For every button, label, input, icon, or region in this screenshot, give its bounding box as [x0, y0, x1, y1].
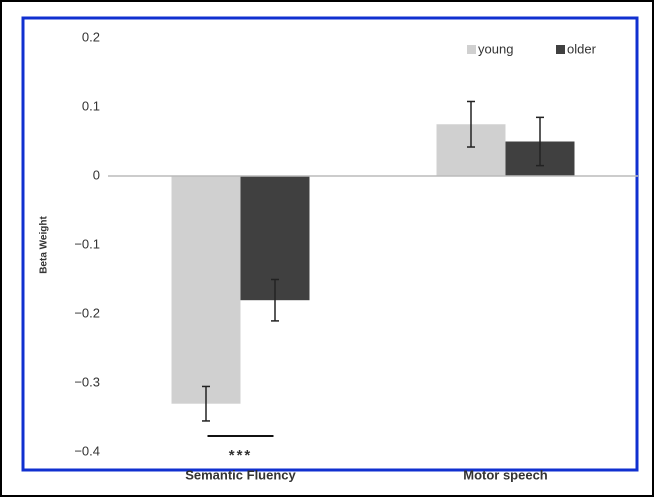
legend-swatch: [467, 45, 476, 54]
y-tick-label: −0.1: [74, 236, 100, 251]
error-bar: [271, 278, 279, 322]
y-tick-label: 0.1: [82, 98, 100, 113]
x-tick-label: Semantic Fluency: [185, 467, 296, 482]
significance-label: ***: [229, 447, 253, 464]
y-tick-label: 0.2: [82, 29, 100, 44]
y-tick-label: −0.3: [74, 374, 100, 389]
bar: [171, 176, 241, 404]
y-axis-title: Beta Weight: [39, 216, 50, 274]
y-tick-label: −0.4: [74, 443, 100, 458]
y-tick-label: −0.2: [74, 305, 100, 320]
error-bar: [202, 385, 210, 422]
legend-label: young: [478, 41, 513, 56]
error-bar: [467, 100, 475, 148]
y-tick-label: 0: [93, 167, 100, 182]
inner-frame: [21, 16, 639, 472]
error-bar: [536, 116, 544, 167]
legend-label: older: [567, 41, 597, 56]
legend-swatch: [556, 45, 565, 54]
x-tick-label: Motor speech: [463, 467, 548, 482]
